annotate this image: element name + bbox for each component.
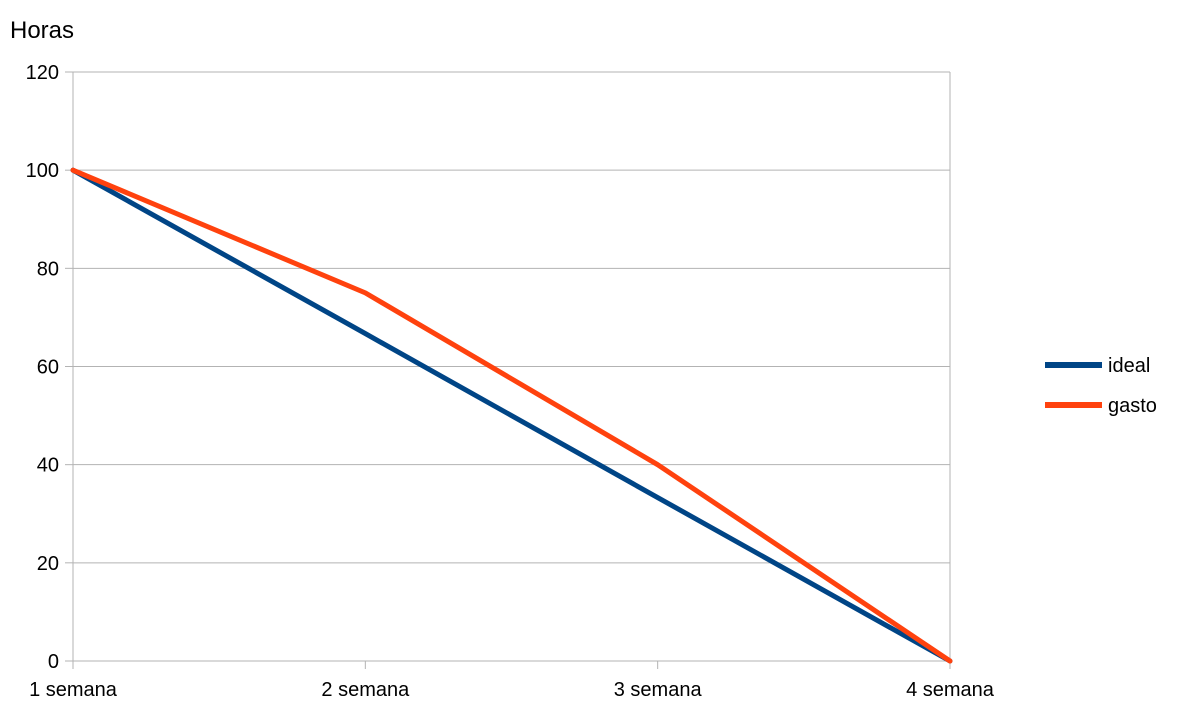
x-tick-label: 4 semana (906, 679, 995, 701)
y-tick-label: 120 (26, 62, 59, 84)
legend-label-ideal: ideal (1108, 355, 1150, 377)
y-tick-label: 0 (48, 651, 59, 673)
x-tick-label: 3 semana (614, 679, 703, 701)
y-tick-label: 20 (37, 553, 59, 575)
series-line-gasto (70, 167, 953, 664)
y-tick-label: 40 (37, 455, 59, 477)
legend: ideal gasto (1045, 355, 1157, 417)
axes (65, 71, 951, 669)
y-tick-labels: 0 20 40 60 80 100 120 (26, 62, 59, 673)
series-line-ideal (70, 167, 953, 664)
series-lines (70, 167, 953, 664)
y-tick-label: 100 (26, 160, 59, 182)
grid-lines (73, 71, 950, 662)
x-tick-labels: 1 semana 2 semana 3 semana 4 semana (29, 679, 995, 701)
legend-label-gasto: gasto (1108, 395, 1157, 417)
x-tick-label: 2 semana (321, 679, 410, 701)
y-axis-title: Horas (10, 17, 74, 44)
y-tick-label: 80 (37, 258, 59, 280)
y-tick-label: 60 (37, 357, 59, 379)
x-tick-label: 1 semana (29, 679, 118, 701)
